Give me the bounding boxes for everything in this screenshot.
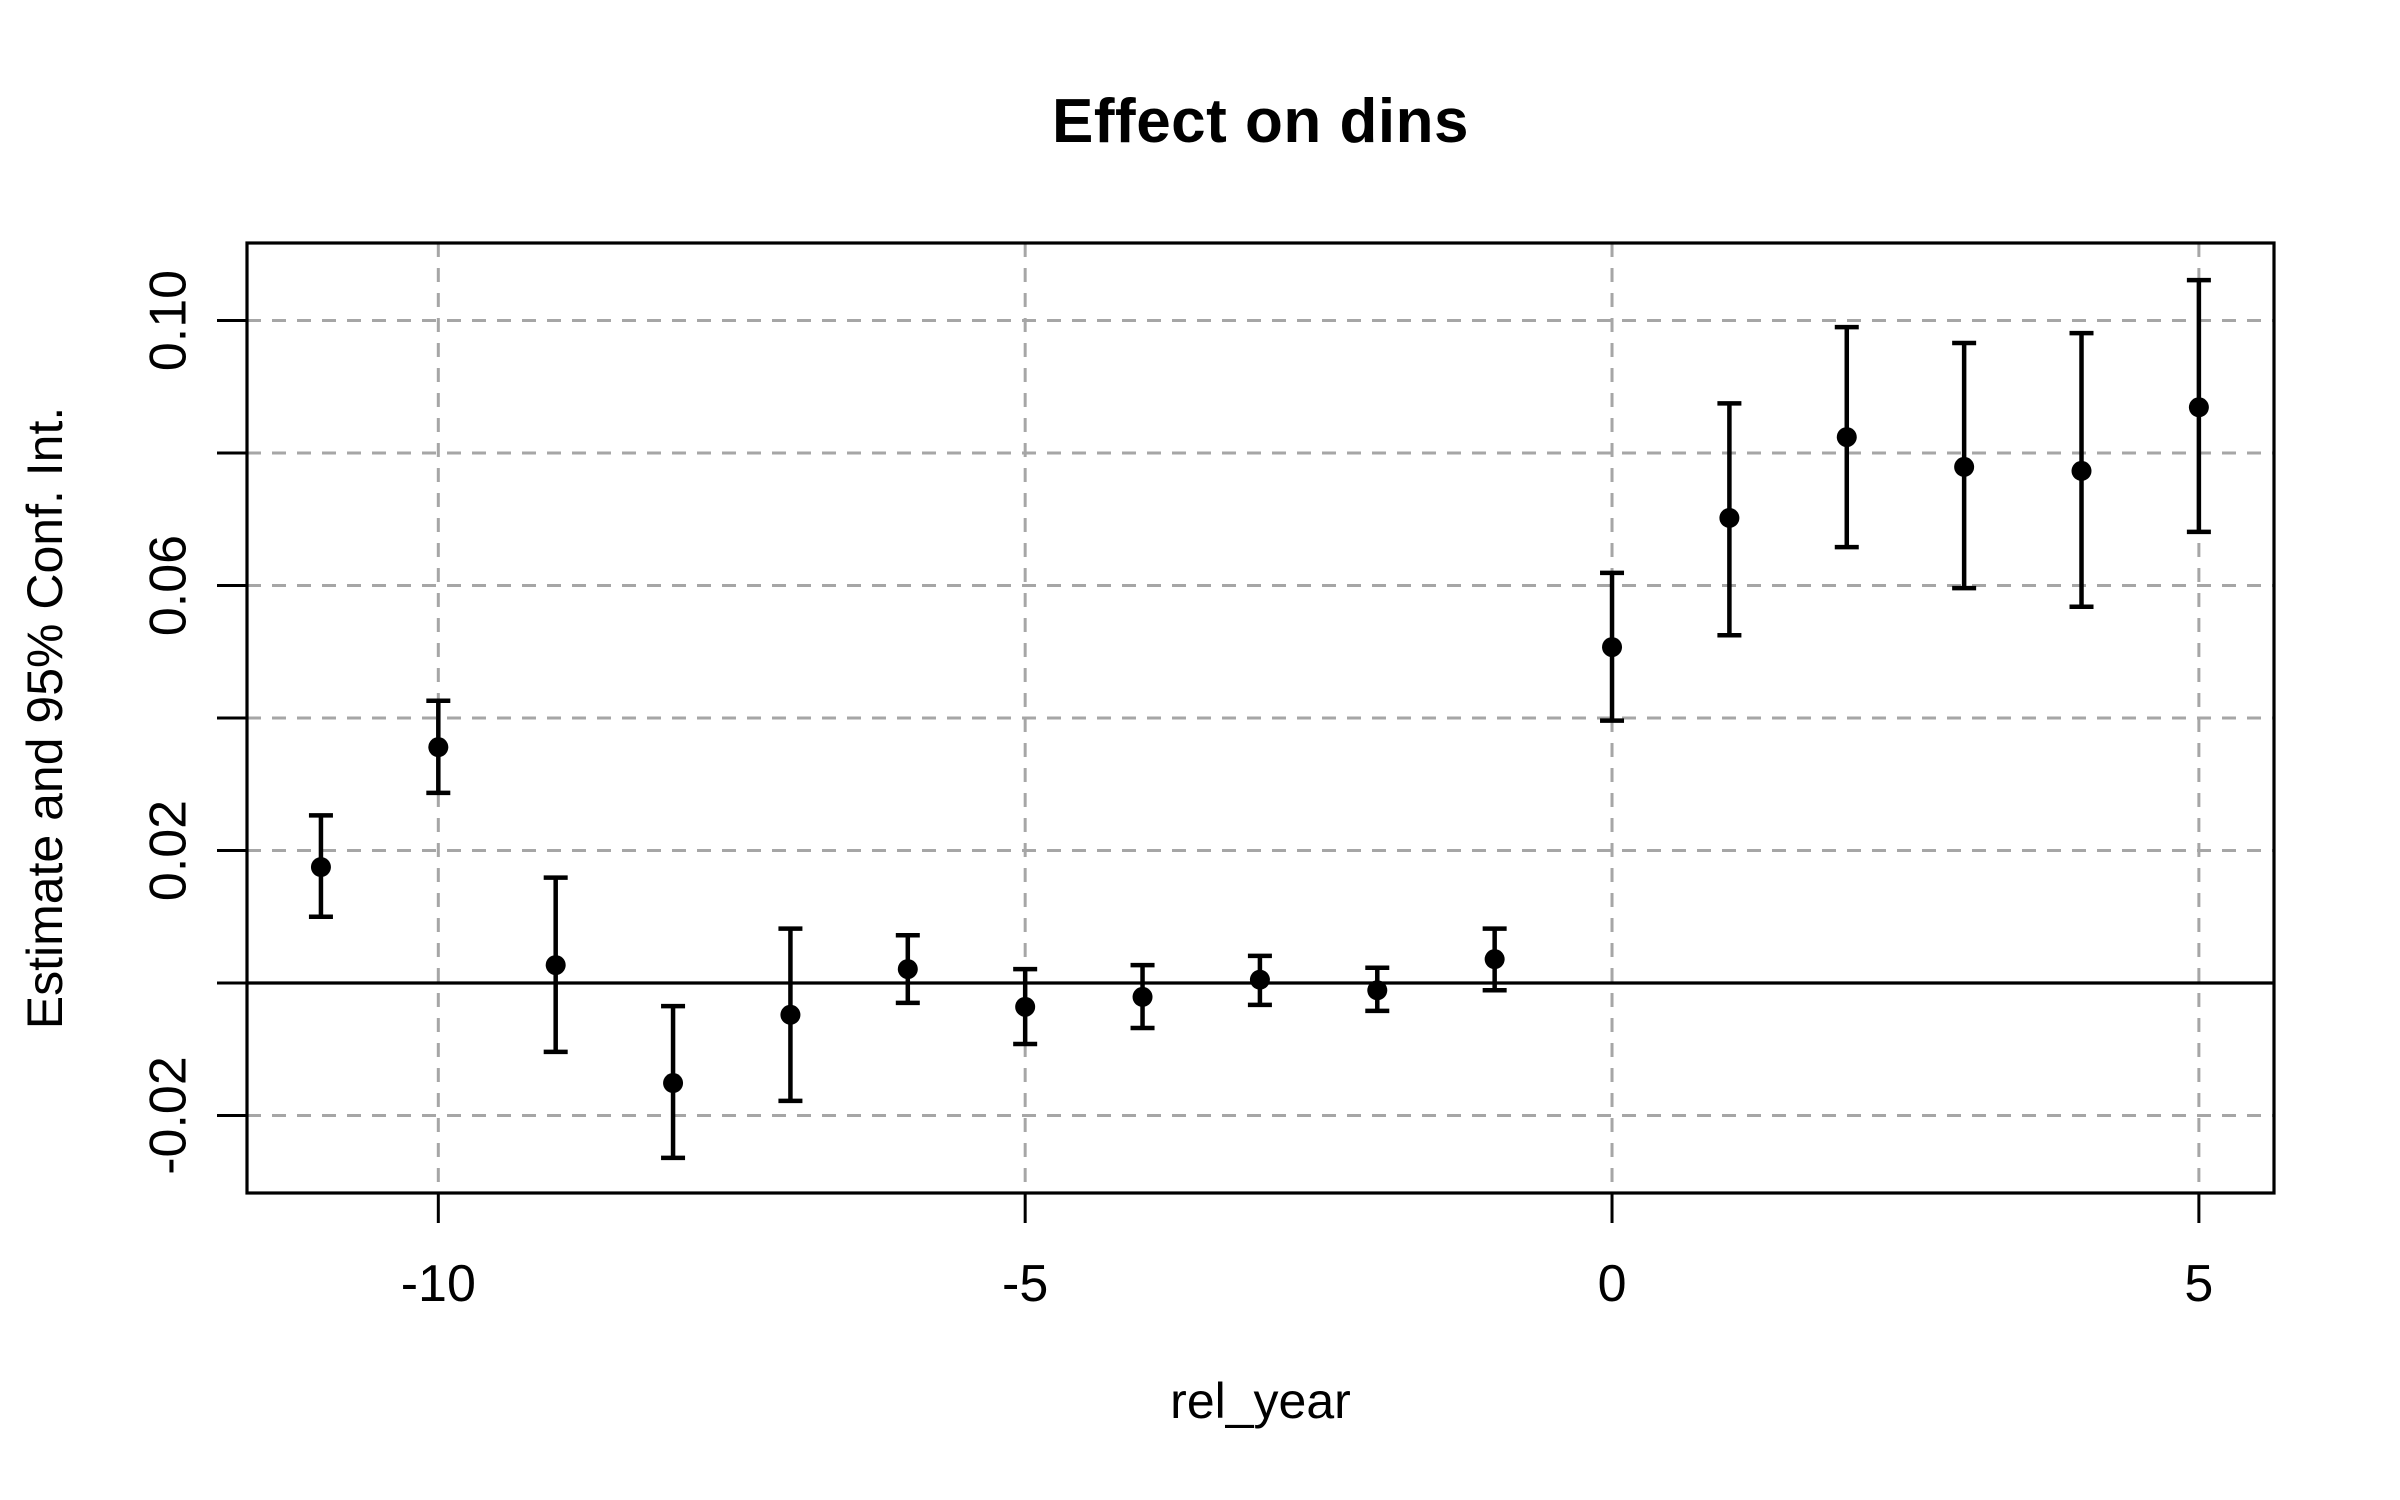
y-tick-label: 0.10 (140, 270, 198, 371)
x-tick-label: 5 (2184, 1255, 2213, 1313)
x-axis-ticks: -10 -5 0 5 (401, 1193, 2213, 1313)
y-tick-label: 0.02 (140, 800, 198, 901)
data-point-dot (310, 857, 331, 878)
y-tick-label: -0.02 (140, 1056, 198, 1175)
data-point-dot (1132, 986, 1153, 1007)
x-tick-label: 0 (1598, 1255, 1627, 1313)
data-point-dot (1602, 637, 1623, 658)
data-point-dot (1484, 949, 1505, 970)
data-point-dot (1249, 969, 1270, 990)
y-axis-label-text: Estimate and 95% Conf. Int. (17, 406, 73, 1030)
data-point-dot (780, 1004, 801, 1025)
data-point-dot (428, 737, 449, 758)
data-point-dot (545, 955, 566, 976)
x-tick-label: -10 (401, 1255, 476, 1313)
y-axis-ticks: -0.02 0.02 0.06 0.10 (140, 270, 247, 1175)
x-axis-label: rel_year (1170, 1373, 1351, 1429)
data-point-dot (897, 959, 918, 980)
data-point-dot (663, 1073, 684, 1094)
data-point-dot (1719, 507, 1740, 528)
x-tick-label: -5 (1002, 1255, 1048, 1313)
data-point-dot (2188, 397, 2209, 418)
data-point-dot (1836, 427, 1857, 448)
y-tick-label: 0.06 (140, 535, 198, 636)
data-point-dot (1367, 980, 1388, 1001)
data-point-dot (1954, 456, 1975, 477)
data-point-dot (1015, 996, 1036, 1017)
data-point-dot (2071, 460, 2092, 481)
data-points (310, 397, 2209, 1094)
chart-title: Effect on dins (1052, 87, 1469, 156)
